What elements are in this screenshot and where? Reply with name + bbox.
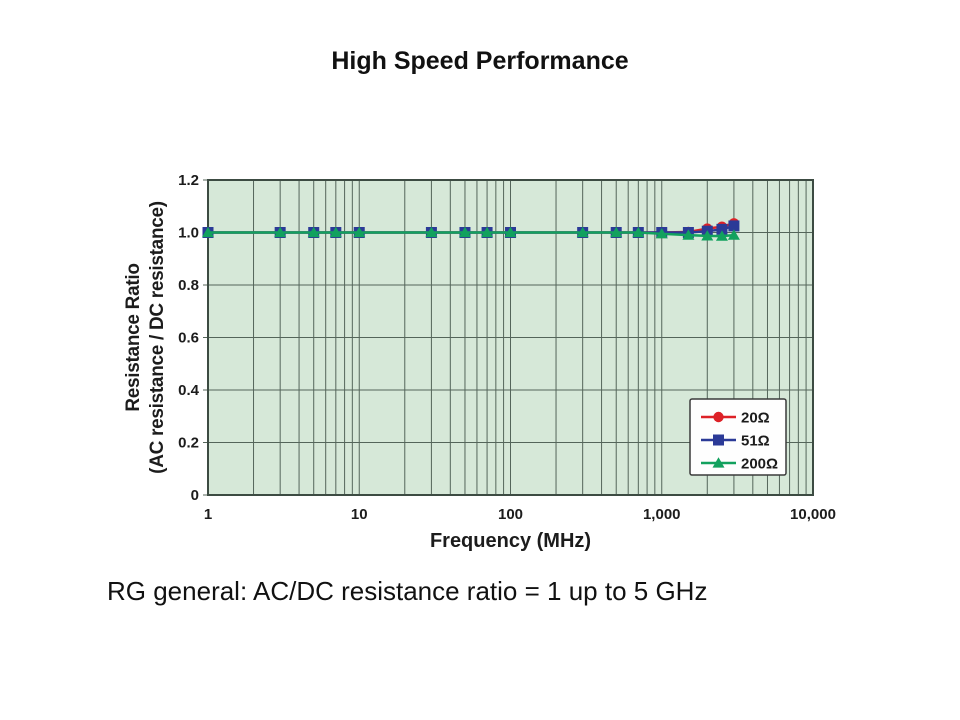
plot-border — [207, 179, 814, 496]
legend-label: 51Ω — [741, 433, 770, 450]
y-tick-label: 1.0 — [178, 225, 199, 242]
y-tick-label: 0.4 — [178, 382, 200, 399]
y-tick-label: 1.2 — [178, 172, 199, 189]
y-tick-label: 0 — [191, 487, 199, 504]
y-tick-label: 0.8 — [178, 277, 199, 294]
slide-caption: RG general: AC/DC resistance ratio = 1 u… — [107, 576, 708, 606]
y-tick-label: 0.6 — [178, 330, 199, 347]
series-200ohm — [202, 226, 740, 241]
x-axis-title: Frequency (MHz) — [430, 530, 591, 552]
x-tick-labels: 1 10 100 1,000 10,000 — [204, 506, 836, 523]
x-tick-label: 1,000 — [643, 506, 681, 523]
legend: 20Ω 51Ω 200Ω — [689, 398, 787, 476]
legend-item-200ohm: 200Ω — [701, 456, 778, 473]
y-tick-label: 0.2 — [178, 435, 199, 452]
y-axis-title-line1: Resistance Ratio — [123, 263, 144, 411]
legend-label: 200Ω — [741, 456, 778, 473]
legend-item-51ohm: 51Ω — [701, 433, 770, 450]
x-tick-label: 10 — [351, 506, 368, 523]
x-tick-label: 1 — [204, 506, 212, 523]
legend-item-20ohm: 20Ω — [701, 410, 770, 427]
y-tick-labels: 0 0.2 0.4 0.6 0.8 1.0 1.2 — [178, 172, 200, 504]
legend-label: 20Ω — [741, 410, 770, 427]
x-tick-label: 100 — [498, 506, 523, 523]
slide-title: High Speed Performance — [331, 47, 629, 75]
y-axis-title-line2: (AC resistance / DC resistance) — [147, 201, 168, 474]
x-tick-label: 10,000 — [790, 506, 836, 523]
